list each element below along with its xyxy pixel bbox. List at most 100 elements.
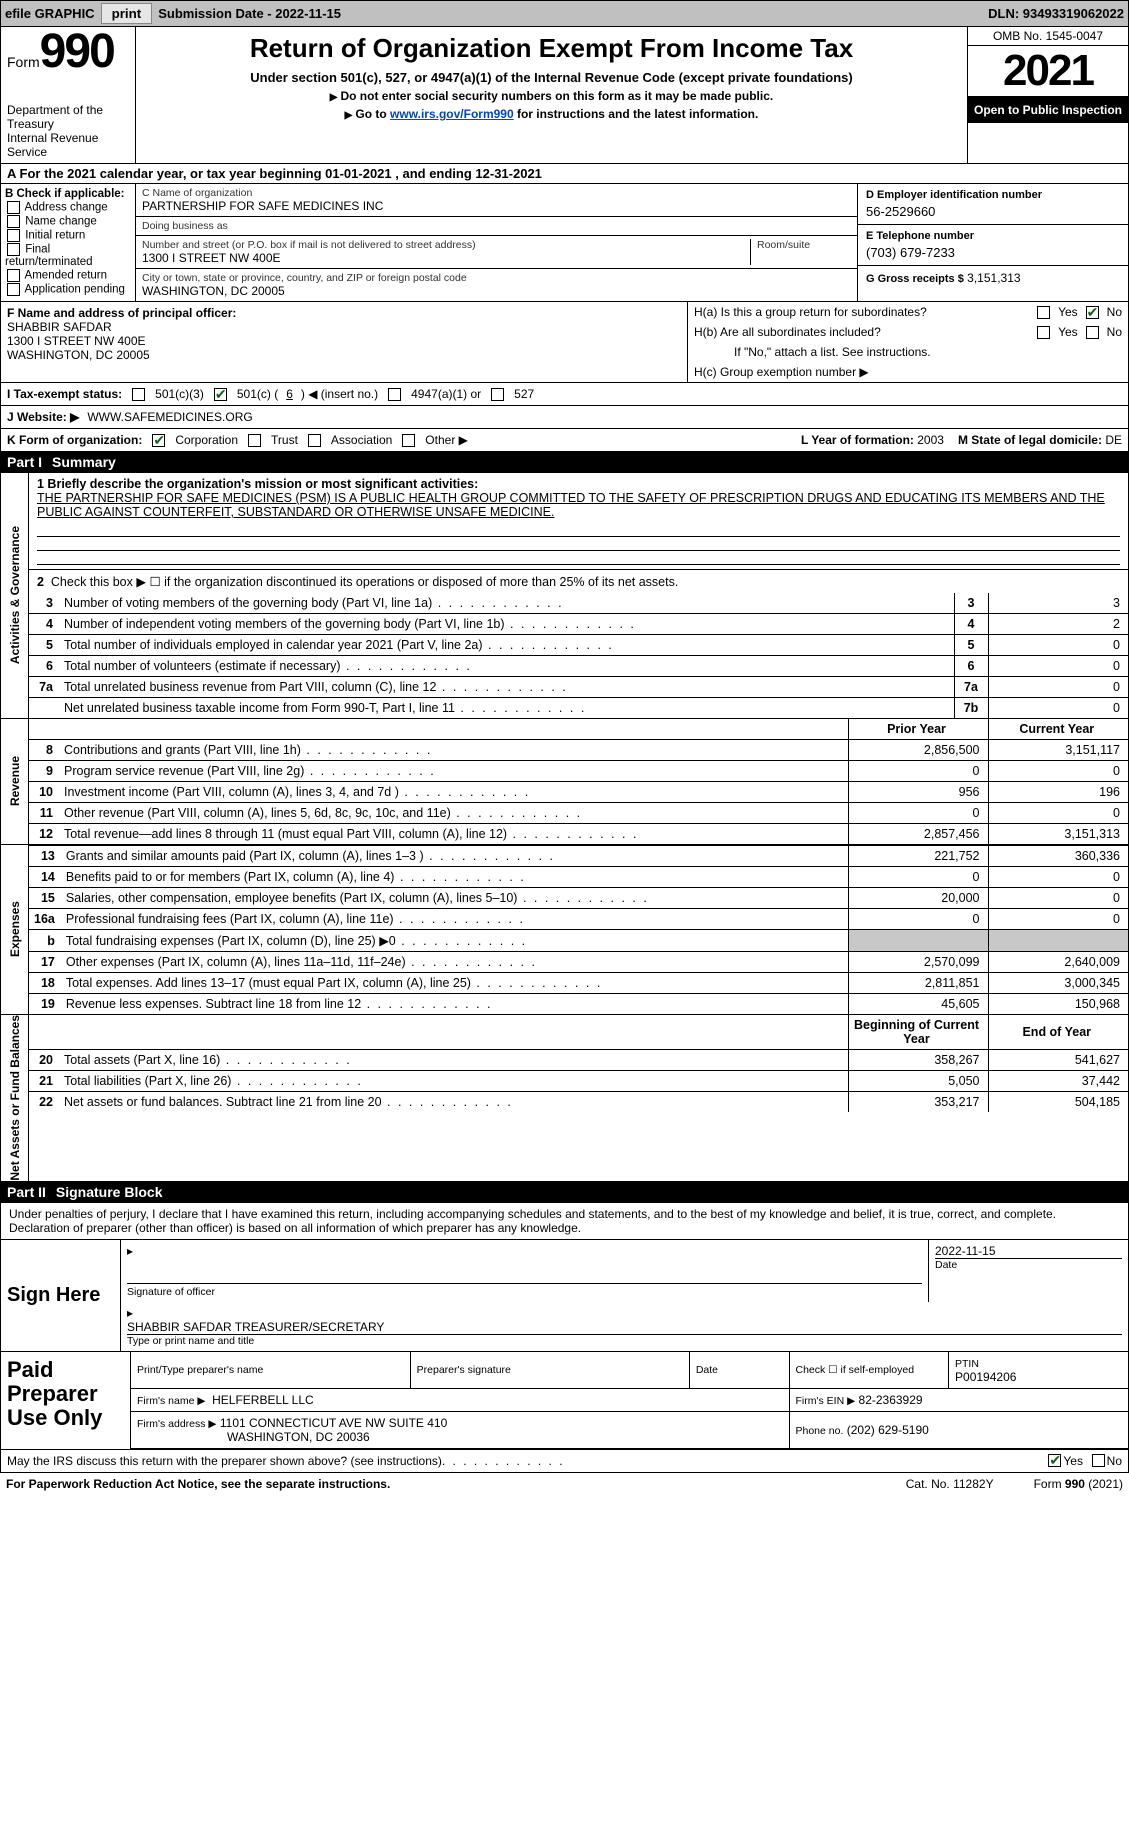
boxb-checkbox[interactable] (7, 283, 20, 296)
preparer-grid: Paid Preparer Use Only Print/Type prepar… (0, 1352, 1129, 1450)
hb-no-checkbox[interactable] (1086, 326, 1099, 339)
table-row: 14Benefits paid to or for members (Part … (29, 867, 1128, 888)
box-b: B Check if applicable: Address change Na… (1, 184, 136, 301)
dln-label: DLN: 93493319062022 (988, 6, 1124, 21)
table-row: bTotal fundraising expenses (Part IX, co… (29, 930, 1128, 952)
irs-label: Internal Revenue Service (7, 131, 129, 159)
officer-name: SHABBIR SAFDAR (7, 320, 681, 334)
org-name: PARTNERSHIP FOR SAFE MEDICINES INC (142, 199, 851, 213)
boxb-checkbox[interactable] (7, 201, 20, 214)
ha-no-label: No (1107, 305, 1122, 319)
boxb-checkbox[interactable] (7, 243, 20, 256)
open-to-public: Open to Public Inspection (968, 97, 1128, 123)
sign-here-grid: Sign Here Signature of officer 2022-11-1… (0, 1240, 1129, 1352)
footer-row: For Paperwork Reduction Act Notice, see … (0, 1473, 1129, 1495)
q1-label: 1 Briefly describe the organization's mi… (37, 477, 478, 491)
officer-typed-name: SHABBIR SAFDAR TREASURER/SECRETARY (127, 1320, 1122, 1335)
boxb-checkbox[interactable] (7, 269, 20, 282)
corp-checkbox[interactable] (152, 434, 165, 447)
signature-intro: Under penalties of perjury, I declare th… (0, 1203, 1129, 1240)
year-form-label: L Year of formation: (801, 433, 914, 447)
form-title: Return of Organization Exempt From Incom… (142, 33, 961, 64)
boxb-item: Application pending (5, 283, 131, 296)
city-label: City or town, state or province, country… (142, 272, 851, 284)
ha-no-checkbox[interactable] (1086, 306, 1099, 319)
vtab-activities: Activities & Governance (8, 526, 22, 664)
table-row: 7aTotal unrelated business revenue from … (29, 677, 1128, 698)
street-address: 1300 I STREET NW 400E (142, 251, 744, 265)
501c-pre: 501(c) ( (237, 387, 278, 401)
ein-label: D Employer identification number (866, 189, 1120, 201)
revenue-table: Prior YearCurrent Year8Contributions and… (29, 719, 1128, 844)
boxb-checkbox[interactable] (7, 229, 20, 242)
vtab-expenses: Expenses (8, 901, 22, 957)
preparer-table: Print/Type preparer's name Preparer's si… (131, 1352, 1128, 1449)
table-header: Beginning of Current YearEnd of Year (29, 1015, 1128, 1050)
527-checkbox[interactable] (491, 388, 504, 401)
box-f: F Name and address of principal officer:… (1, 302, 688, 382)
discuss-no-checkbox[interactable] (1092, 1454, 1105, 1467)
netassets-block: Net Assets or Fund Balances Beginning of… (0, 1015, 1129, 1182)
form-ref: Form 990 (2021) (1034, 1477, 1123, 1491)
gross-label: G Gross receipts $ (866, 273, 964, 285)
ein-value: 56-2529660 (866, 204, 1120, 219)
mission-text: THE PARTNERSHIP FOR SAFE MEDICINES (PSM)… (37, 491, 1105, 519)
print-button[interactable]: print (101, 3, 153, 24)
box-d: D Employer identification number 56-2529… (858, 184, 1128, 301)
vtab-revenue: Revenue (8, 756, 22, 806)
dept-label: Department of the Treasury (7, 103, 129, 131)
year-form-value: 2003 (917, 433, 944, 447)
sig-officer-label: Signature of officer (127, 1286, 922, 1298)
firm-ein-label: Firm's EIN ▶ (796, 1395, 856, 1407)
irs-link[interactable]: www.irs.gov/Form990 (390, 107, 514, 121)
501c3-label: 501(c)(3) (155, 387, 204, 401)
form-word: Form (7, 54, 40, 70)
sig-date-value: 2022-11-15 (935, 1244, 1122, 1258)
ha-label: H(a) Is this a group return for subordin… (694, 305, 1029, 319)
officer-label: F Name and address of principal officer: (7, 306, 681, 320)
assoc-checkbox[interactable] (308, 434, 321, 447)
trust-label: Trust (271, 433, 298, 447)
boxb-checkbox[interactable] (7, 215, 20, 228)
firm-addr: 1101 CONNECTICUT AVE NW SUITE 410 (220, 1416, 447, 1430)
4947-label: 4947(a)(1) or (411, 387, 481, 401)
org-form-row: K Form of organization: Corporation Trus… (0, 429, 1129, 452)
firm-city: WASHINGTON, DC 20036 (137, 1430, 370, 1444)
table-row: 16aProfessional fundraising fees (Part I… (29, 909, 1128, 930)
efile-topbar: efile GRAPHIC print Submission Date - 20… (0, 0, 1129, 27)
4947-checkbox[interactable] (388, 388, 401, 401)
part2-header: Part II Signature Block (0, 1182, 1129, 1203)
501c3-checkbox[interactable] (132, 388, 145, 401)
hb-yes-checkbox[interactable] (1037, 326, 1050, 339)
part1-header: Part I Summary (0, 452, 1129, 473)
other-checkbox[interactable] (402, 434, 415, 447)
submission-date-label: Submission Date - 2022-11-15 (158, 6, 341, 21)
state-value: DE (1105, 433, 1122, 447)
table-row: 11Other revenue (Part VIII, column (A), … (29, 803, 1128, 824)
q2-text: Check this box ▶ ☐ if the organization d… (51, 575, 678, 589)
box-h: H(a) Is this a group return for subordin… (688, 302, 1128, 382)
table-row: 19Revenue less expenses. Subtract line 1… (29, 994, 1128, 1015)
ha-yes-checkbox[interactable] (1037, 306, 1050, 319)
discuss-yes-checkbox[interactable] (1048, 1454, 1061, 1467)
501c-post: ) ◀ (insert no.) (301, 387, 378, 401)
phone-value: (703) 679-7233 (866, 245, 1120, 260)
firm-ein: 82-2363929 (859, 1393, 923, 1407)
table-row: 3Number of voting members of the governi… (29, 593, 1128, 614)
trust-checkbox[interactable] (248, 434, 261, 447)
form-subtitle: Under section 501(c), 527, or 4947(a)(1)… (142, 70, 961, 85)
table-row: 13Grants and similar amounts paid (Part … (29, 846, 1128, 867)
gross-value: 3,151,313 (967, 271, 1020, 285)
hb-yes-label: Yes (1058, 325, 1078, 339)
form-header: Form990 Department of the Treasury Inter… (0, 27, 1129, 164)
officer-signature-line[interactable] (127, 1258, 922, 1284)
tax-exempt-row: I Tax-exempt status: 501(c)(3) 501(c) ( … (0, 383, 1129, 406)
officer-addr2: WASHINGTON, DC 20005 (7, 348, 681, 362)
boxb-item: Name change (5, 215, 131, 228)
table-row: 17Other expenses (Part IX, column (A), l… (29, 952, 1128, 973)
501c-other-checkbox[interactable] (214, 388, 227, 401)
boxb-item: Initial return (5, 229, 131, 242)
table-row: 8Contributions and grants (Part VIII, li… (29, 740, 1128, 761)
tax-year: 2021 (968, 46, 1128, 97)
table-row: 6Total number of volunteers (estimate if… (29, 656, 1128, 677)
